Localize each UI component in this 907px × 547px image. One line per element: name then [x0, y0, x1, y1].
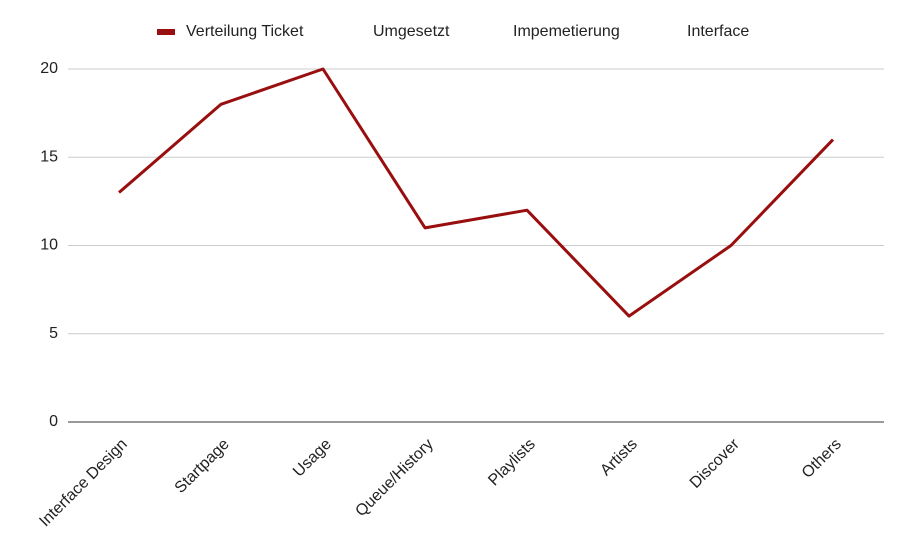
- series-line: [118, 67, 835, 318]
- y-tick-label: 20: [40, 60, 58, 77]
- y-tick-label: 0: [49, 413, 58, 430]
- y-tick-label: 15: [40, 148, 58, 165]
- legend-label: Umgesetzt: [373, 23, 450, 40]
- legend-label: Interface: [687, 23, 749, 40]
- x-tick-label: Interface Design: [36, 436, 130, 530]
- legend-label: Impemetierung: [513, 23, 620, 40]
- x-tick-label: Artists: [597, 436, 640, 479]
- x-tick-label: Discover: [687, 435, 744, 492]
- y-tick-label: 5: [49, 325, 58, 342]
- x-tick-label: Usage: [290, 436, 335, 481]
- x-tick-label: Playlists: [485, 436, 539, 490]
- y-tick-label: 10: [40, 237, 58, 254]
- x-tick-label: Startpage: [172, 436, 233, 497]
- legend-label: Verteilung Ticket: [186, 23, 304, 40]
- legend-marker: [157, 29, 175, 35]
- x-tick-label: Others: [799, 436, 845, 482]
- x-tick-label: Queue/History: [352, 436, 436, 520]
